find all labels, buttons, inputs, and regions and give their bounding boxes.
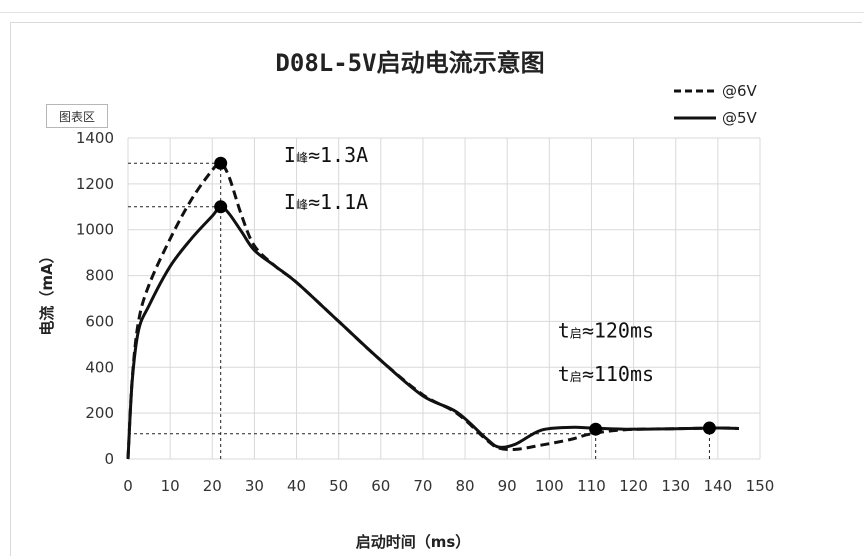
chart-title: D08L-5V启动电流示意图 bbox=[275, 49, 544, 77]
y-tick-label: 400 bbox=[85, 358, 114, 376]
x-tick-label: 60 bbox=[371, 477, 390, 495]
grid-lines bbox=[127, 137, 761, 460]
x-tick-label: 120 bbox=[619, 477, 648, 495]
y-tick-label: 1200 bbox=[76, 175, 114, 193]
annotations: I峰≈1.3A I峰≈1.1A t启≈120ms t启≈110ms bbox=[284, 143, 654, 386]
x-tick-label: 90 bbox=[498, 477, 517, 495]
x-tick-label: 80 bbox=[456, 477, 475, 495]
top-border-line bbox=[0, 12, 864, 13]
data-point-marker bbox=[214, 200, 228, 214]
x-axis-ticks: 0 10 20 30 40 50 60 70 80 90 100 110 120 130 140 150 bbox=[123, 477, 774, 495]
x-tick-label: 10 bbox=[161, 477, 180, 495]
legend-label: @5V bbox=[722, 109, 758, 127]
y-tick-label: 0 bbox=[104, 450, 114, 468]
legend: @6V @5V bbox=[674, 82, 758, 127]
y-axis-title: 电流（mA） bbox=[38, 248, 56, 335]
y-axis-ticks: 0 200 400 600 800 1000 1200 1400 bbox=[76, 129, 114, 468]
x-tick-label: 100 bbox=[535, 477, 564, 495]
y-tick-label: 600 bbox=[85, 312, 114, 330]
series-line-5v bbox=[126, 205, 739, 460]
data-point-marker bbox=[589, 422, 603, 436]
x-tick-label: 130 bbox=[661, 477, 690, 495]
annotation-label: t启≈110ms bbox=[558, 362, 654, 386]
y-tick-label: 800 bbox=[85, 267, 114, 285]
annotation-label: t启≈120ms bbox=[558, 318, 654, 342]
x-axis-title: 启动时间（ms） bbox=[356, 533, 471, 551]
x-tick-label: 40 bbox=[287, 477, 306, 495]
chart-frame bbox=[10, 22, 862, 556]
chart-area-label[interactable]: 图表区 bbox=[46, 104, 108, 128]
y-tick-label: 200 bbox=[85, 404, 114, 422]
series-lines bbox=[126, 161, 739, 460]
data-markers bbox=[214, 156, 716, 436]
x-tick-label: 140 bbox=[704, 477, 733, 495]
x-tick-label: 30 bbox=[245, 477, 264, 495]
data-point-marker bbox=[214, 156, 228, 170]
x-tick-label: 110 bbox=[577, 477, 606, 495]
annotation-label: I峰≈1.1A bbox=[284, 190, 368, 214]
x-tick-label: 150 bbox=[746, 477, 775, 495]
x-tick-label: 50 bbox=[329, 477, 348, 495]
x-tick-label: 70 bbox=[413, 477, 432, 495]
data-point-marker bbox=[702, 421, 716, 435]
annotation-label: I峰≈1.3A bbox=[284, 143, 368, 167]
y-tick-label: 1000 bbox=[76, 221, 114, 239]
legend-label: @6V bbox=[722, 82, 758, 100]
x-tick-label: 20 bbox=[203, 477, 222, 495]
x-tick-label: 0 bbox=[123, 477, 133, 495]
y-tick-label: 1400 bbox=[76, 129, 114, 147]
